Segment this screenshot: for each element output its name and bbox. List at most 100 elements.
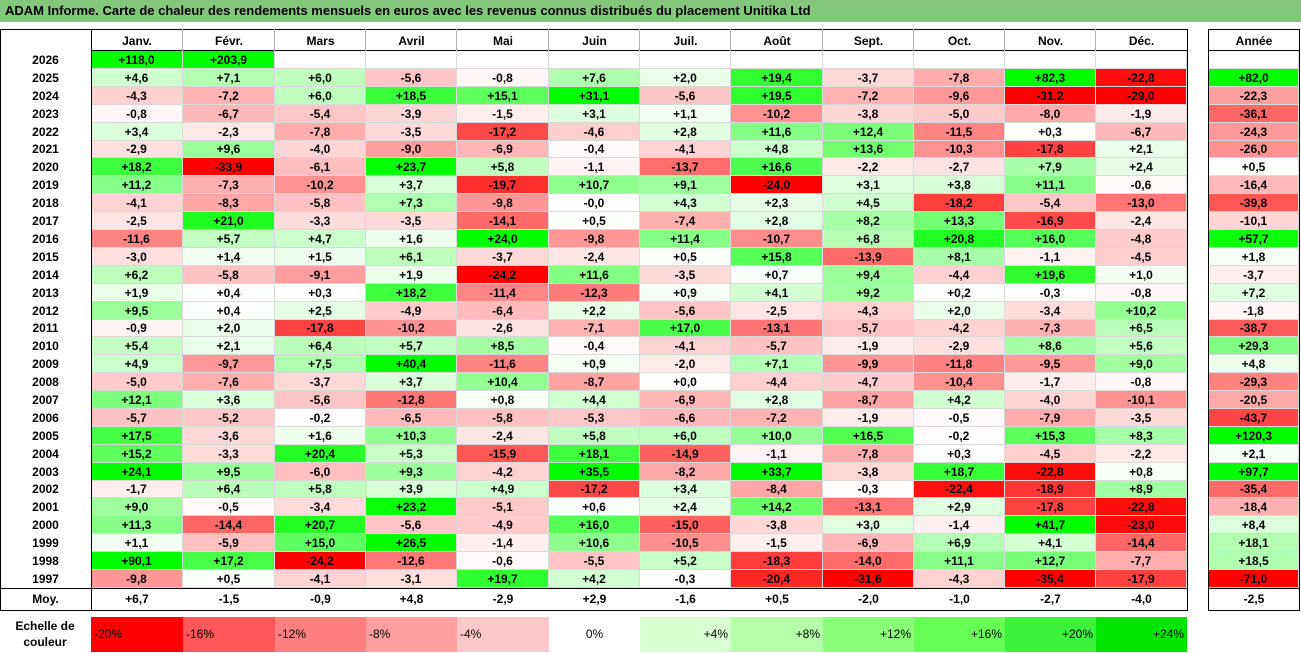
heatmap-cell: -0,6 (1096, 176, 1187, 194)
heatmap-cell: -2,9 (91, 141, 183, 158)
heatmap-cell: -5,2 (183, 409, 275, 427)
heatmap-cell (823, 51, 914, 69)
average-cell: -2,0 (858, 592, 879, 606)
heatmap-cell: +9,2 (823, 284, 914, 302)
heatmap-cell: -14,1 (457, 212, 549, 230)
column-divider (365, 29, 366, 51)
heatmap-cell: -7,7 (1096, 552, 1187, 570)
heatmap-cell: +5,4 (91, 337, 183, 355)
heatmap-cell: +20,4 (275, 445, 366, 463)
month-header: Sept. (823, 29, 914, 51)
heatmap-cell: +118,0 (91, 51, 183, 69)
year-label: 2017 (32, 214, 59, 228)
year-label: 2015 (32, 250, 59, 264)
year-label: 2009 (32, 357, 59, 371)
month-header: Août (731, 29, 823, 51)
year-label: 2005 (32, 429, 59, 443)
heatmap-cell: +19,4 (731, 69, 823, 87)
heatmap-cell: +3,9 (366, 481, 457, 498)
heatmap-cell: +9,1 (640, 176, 731, 194)
heatmap-cell: +18,7 (914, 463, 1005, 481)
heatmap-cell: -11,4 (457, 284, 549, 302)
annual-cell: -36,1 (1209, 105, 1299, 123)
month-header: Déc. (1096, 29, 1187, 51)
heatmap-cell: -7,9 (1005, 409, 1096, 427)
year-label: 1997 (32, 572, 59, 586)
annual-cell: +29,3 (1209, 337, 1299, 355)
heatmap-cell: -1,4 (914, 516, 1005, 534)
heatmap-cell: +17,0 (640, 320, 731, 337)
heatmap-cell: -6,9 (823, 534, 914, 552)
annual-cell: -20,5 (1209, 391, 1299, 409)
heatmap-cell: +11,2 (91, 176, 183, 194)
heatmap-cell: -1,9 (823, 409, 914, 427)
average-cell: -1,0 (949, 592, 970, 606)
heatmap-cell: +9,3 (366, 463, 457, 481)
heatmap-cell: -7,2 (823, 87, 914, 105)
color-scale-swatch: +12% (823, 617, 914, 652)
heatmap-cell: -3,5 (366, 123, 457, 141)
heatmap-cell (457, 51, 549, 69)
heatmap-cell: -2,6 (457, 320, 549, 337)
heatmap-cell: -4,6 (549, 123, 640, 141)
heatmap-cell: -6,7 (183, 105, 275, 123)
heatmap-cell: +1,9 (91, 284, 183, 302)
heatmap-cell: -0,8 (91, 105, 183, 123)
heatmap-cell: -2,2 (823, 158, 914, 176)
heatmap-cell: -2,5 (91, 212, 183, 230)
year-label: 2016 (32, 232, 59, 246)
heatmap-cell: -7,2 (183, 87, 275, 105)
heatmap-cell (275, 51, 366, 69)
heatmap-cell: -5,1 (457, 498, 549, 516)
heatmap-cell: -4,4 (731, 373, 823, 391)
heatmap-cell: +1,0 (1096, 266, 1187, 284)
heatmap-cell: -2,5 (731, 302, 823, 320)
column-divider (274, 29, 275, 51)
column-divider (1095, 29, 1096, 51)
heatmap-cell: -1,1 (549, 158, 640, 176)
average-cell: +4,8 (399, 592, 424, 606)
color-scale-swatch: -20% (91, 617, 183, 652)
annual-cell: +0,5 (1209, 158, 1299, 176)
annual-cell: +82,0 (1209, 69, 1299, 87)
heatmap-cell: -9,8 (549, 230, 640, 248)
month-header: Avril (366, 29, 457, 51)
column-divider (456, 29, 457, 51)
heatmap-cell: +6,0 (275, 69, 366, 87)
heatmap-cell: +4,8 (731, 141, 823, 158)
heatmap-cell: -5,7 (731, 337, 823, 355)
annual-cell: -71,0 (1209, 570, 1299, 588)
annual-cell: -38,7 (1209, 320, 1299, 337)
heatmap-cell: +10,7 (549, 176, 640, 194)
annual-cell: +8,4 (1209, 516, 1299, 534)
heatmap-cell: -5,7 (823, 320, 914, 337)
heatmap-cell: +0,2 (914, 284, 1005, 302)
heatmap-cell: +15,3 (1005, 427, 1096, 445)
heatmap-cell: +4,6 (91, 69, 183, 87)
heatmap-cell: +1,6 (275, 427, 366, 445)
heatmap-cell: -8,2 (640, 463, 731, 481)
heatmap-cell: +10,3 (366, 427, 457, 445)
heatmap-cell: -14,4 (183, 516, 275, 534)
heatmap-cell: -3,0 (91, 248, 183, 266)
heatmap-cell: +1,5 (275, 248, 366, 266)
month-header: Juil. (640, 29, 731, 51)
heatmap-cell: +5,2 (640, 552, 731, 570)
heatmap-cell: -11,6 (457, 355, 549, 373)
heatmap-cell: -29,0 (1096, 87, 1187, 105)
annual-cell: +7,2 (1209, 284, 1299, 302)
column-divider (913, 29, 914, 51)
heatmap-cell: +1,1 (640, 105, 731, 123)
heatmap-cell: +203,9 (183, 51, 275, 69)
heatmap-cell: +4,3 (640, 194, 731, 212)
heatmap-cell: -9,0 (366, 141, 457, 158)
annual-cell: -35,4 (1209, 481, 1299, 498)
heatmap-cell: -12,3 (549, 284, 640, 302)
heatmap-cell (549, 51, 640, 69)
heatmap-cell: -4,2 (457, 463, 549, 481)
color-scale-swatch: +4% (640, 617, 731, 652)
heatmap-cell: +4,9 (91, 355, 183, 373)
average-annual-cell: -2,5 (1243, 592, 1265, 606)
heatmap-cell: +3,4 (91, 123, 183, 141)
heatmap-cell: +6,2 (91, 266, 183, 284)
